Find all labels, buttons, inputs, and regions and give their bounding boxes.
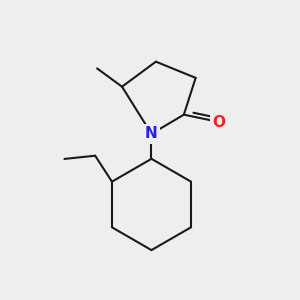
Text: N: N (145, 126, 158, 141)
Text: O: O (213, 115, 226, 130)
